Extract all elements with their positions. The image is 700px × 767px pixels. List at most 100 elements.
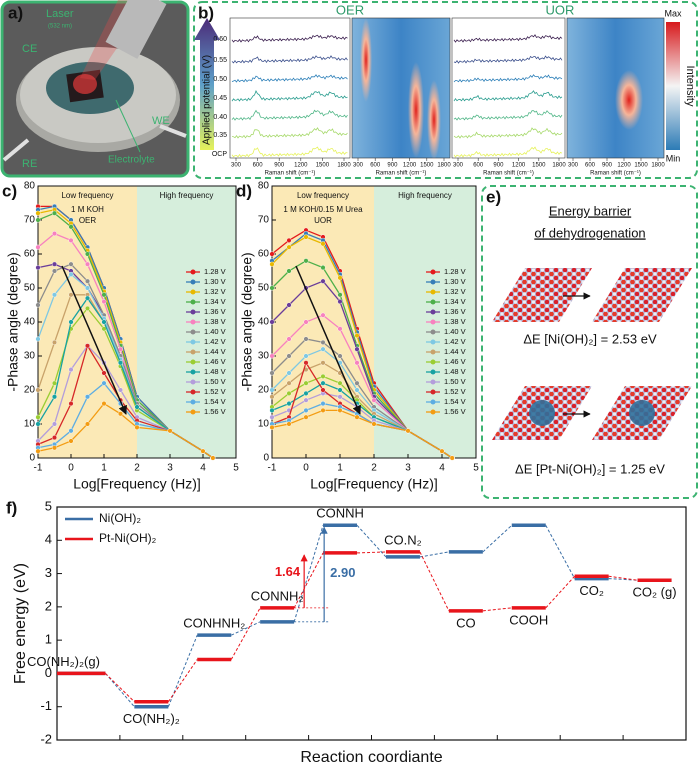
point — [269, 387, 275, 393]
raman-tick-label: 1200 — [294, 163, 308, 169]
spectrum — [453, 55, 563, 64]
ce-label: CE — [22, 43, 37, 55]
raman-tick-label: 300 — [231, 163, 242, 169]
y-tick-label: 80 — [258, 181, 270, 192]
panel-a: a) Laser (532 nm) CE WE RE Electrolyte — [0, 0, 190, 178]
point — [337, 292, 343, 298]
y-axis-label: -Phase angle (degree) — [5, 252, 21, 391]
state-label: CO(NH₂)₂(g) — [27, 654, 100, 669]
point — [303, 390, 309, 396]
point — [286, 353, 292, 359]
point — [449, 455, 455, 461]
legend-label: 1.34 V — [204, 297, 226, 306]
legend-marker — [190, 339, 196, 345]
x-tick-label: 3 — [167, 463, 173, 474]
spectrum — [231, 109, 348, 121]
region-label: Low frequency — [297, 191, 349, 200]
point — [68, 367, 74, 373]
annotation: 1 M KOH — [71, 205, 104, 214]
x-tick-label: 4 — [439, 463, 445, 474]
point — [101, 370, 107, 376]
legend-label: 1.42 V — [444, 337, 466, 346]
ni-barrier: ΔE [Ni(OH)₂] = 2.53 eV — [523, 331, 657, 346]
legend-marker — [430, 279, 436, 285]
legend-marker — [430, 339, 436, 345]
hot-spot — [408, 62, 424, 158]
point — [354, 346, 360, 352]
point — [303, 360, 309, 366]
connector — [293, 552, 324, 609]
laser-spot — [73, 74, 97, 94]
legend-label: 1.30 V — [204, 277, 226, 286]
y-tick-label: 60 — [258, 249, 270, 260]
y-tick-label: 1 — [45, 632, 52, 647]
raman-tick-label: 1500 — [532, 163, 546, 169]
point — [35, 210, 41, 216]
point — [68, 401, 74, 407]
uor-title: UOR — [546, 2, 575, 17]
legend-label: 1.42 V — [204, 337, 226, 346]
raman-axis-label: Raman shift (cm⁻¹) — [376, 171, 427, 177]
pt-barrier: ΔE [Pt-Ni(OH)₂] = 1.25 eV — [515, 461, 665, 476]
y-tick-label: 20 — [24, 385, 36, 396]
x-tick-label: 0 — [68, 463, 74, 474]
point — [84, 421, 90, 427]
state-label: CO.N₂ — [384, 532, 422, 547]
point — [286, 380, 292, 386]
trend-arrow — [295, 265, 361, 415]
colorbar-label: Intensity — [684, 66, 696, 107]
point — [354, 333, 360, 339]
point — [117, 360, 123, 366]
point — [286, 244, 292, 250]
legend-marker — [190, 269, 196, 275]
state-label: CONNH₂ — [251, 588, 304, 603]
legend-label: 1.46 V — [204, 357, 226, 366]
y-tick-label: 0 — [45, 665, 52, 680]
annotation: UOR — [314, 216, 332, 225]
point — [52, 261, 58, 267]
legend-marker — [430, 389, 436, 395]
point — [303, 414, 309, 420]
point — [286, 336, 292, 342]
point — [286, 268, 292, 274]
point — [52, 292, 58, 298]
legend-marker — [430, 359, 436, 365]
raman-tick-label: 300 — [568, 163, 579, 169]
legend-label: 1.36 V — [444, 307, 466, 316]
point — [269, 251, 275, 257]
point — [52, 231, 58, 237]
y-tick-label: 0 — [29, 453, 35, 464]
raman-tick-label: 1200 — [403, 163, 417, 169]
point — [210, 455, 216, 461]
point — [269, 424, 275, 430]
point — [337, 353, 343, 359]
legend-marker — [430, 349, 436, 355]
y-tick-label: -1 — [40, 698, 52, 713]
x-axis-label: Log[Frequency (Hz)] — [310, 476, 438, 492]
point — [84, 261, 90, 267]
point — [52, 394, 58, 400]
point — [68, 438, 74, 444]
potential-label: 0.55 — [213, 57, 227, 64]
lattice-ni-after — [592, 268, 692, 322]
pt-cluster — [529, 400, 555, 426]
point — [52, 380, 58, 386]
x-tick-label: 5 — [473, 463, 479, 474]
colorbar-min: Min — [666, 153, 681, 163]
potential-label: 0.35 — [213, 132, 227, 139]
point — [320, 241, 326, 247]
legend-label: 1.54 V — [444, 397, 466, 406]
y-tick-label: 4 — [45, 532, 52, 547]
raman-tick-label: 1800 — [552, 163, 566, 169]
spectrum — [231, 74, 348, 83]
raman-axis-label: Raman shift (cm⁻¹) — [265, 171, 316, 177]
x-axis-label: Log[Frequency (Hz)] — [73, 476, 201, 492]
legend-marker — [190, 399, 196, 405]
x-tick-label: 4 — [200, 463, 206, 474]
legend-label: 1.38 V — [204, 317, 226, 326]
plot-frame — [229, 17, 351, 159]
state-label: CO(NH₂)₂ — [123, 711, 180, 726]
y-tick-label: 30 — [24, 351, 36, 362]
raman-tick-label: 600 — [473, 163, 484, 169]
